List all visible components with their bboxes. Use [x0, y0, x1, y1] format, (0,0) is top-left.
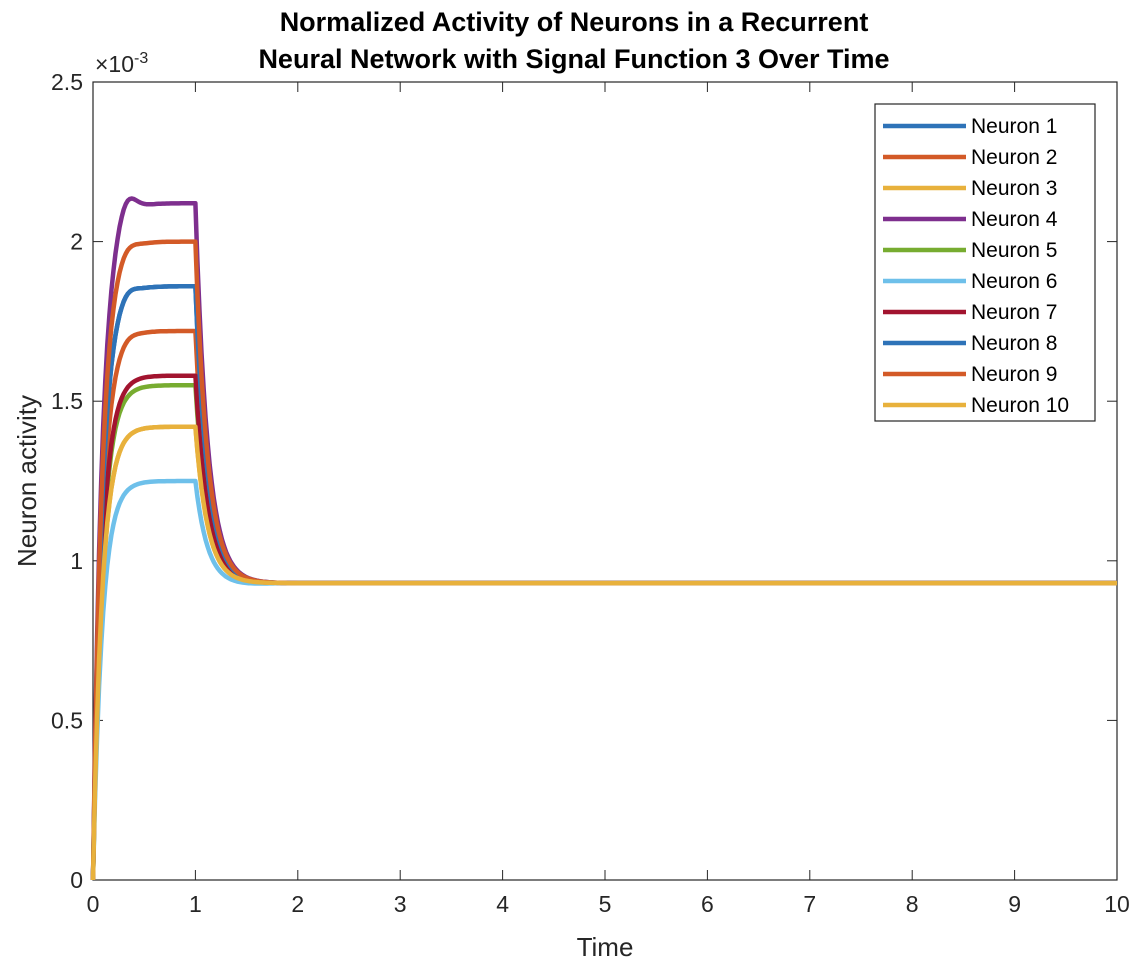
legend-label-neuron-9: Neuron 9	[971, 363, 1057, 386]
legend-label-neuron-2: Neuron 2	[971, 146, 1057, 169]
legend-label-neuron-10: Neuron 10	[971, 394, 1069, 417]
x-tick-label: 1	[189, 891, 202, 917]
series-line-neuron-10	[90, 424, 1117, 881]
legend-label-neuron-7: Neuron 7	[971, 301, 1057, 324]
x-tick-label: 9	[1008, 891, 1021, 917]
x-tick-label: 10	[1104, 891, 1130, 917]
legend-label-neuron-3: Neuron 3	[971, 177, 1057, 200]
x-tick-label: 3	[394, 891, 407, 917]
x-tick-label: 2	[291, 891, 304, 917]
legend-label-neuron-4: Neuron 4	[971, 208, 1058, 231]
legend-label-neuron-1: Neuron 1	[971, 115, 1057, 138]
x-tick-label: 0	[87, 891, 100, 917]
y-exponent-label: ×10-3	[95, 50, 148, 77]
y-tick-label: 1	[70, 548, 83, 574]
x-axis-label: Time	[577, 932, 634, 962]
legend-label-neuron-6: Neuron 6	[971, 270, 1057, 293]
legend-label-neuron-5: Neuron 5	[971, 239, 1057, 262]
x-tick-label: 4	[496, 891, 509, 917]
legend-label-neuron-8: Neuron 8	[971, 332, 1057, 355]
y-tick-label: 1.5	[51, 388, 83, 414]
x-tick-label: 7	[803, 891, 816, 917]
y-tick-label: 0.5	[51, 707, 83, 733]
x-tick-label: 6	[701, 891, 714, 917]
chart-title-line-1: Normalized Activity of Neurons in a Recu…	[279, 7, 869, 37]
y-axis-label: Neuron activity	[12, 395, 42, 567]
x-tick-label: 5	[599, 891, 612, 917]
chart-title-line-2: Neural Network with Signal Function 3 Ov…	[258, 44, 890, 74]
x-tick-label: 8	[906, 891, 919, 917]
y-tick-label: 2.5	[51, 69, 83, 95]
y-tick-label: 2	[70, 229, 83, 255]
y-tick-label: 0	[70, 867, 83, 893]
